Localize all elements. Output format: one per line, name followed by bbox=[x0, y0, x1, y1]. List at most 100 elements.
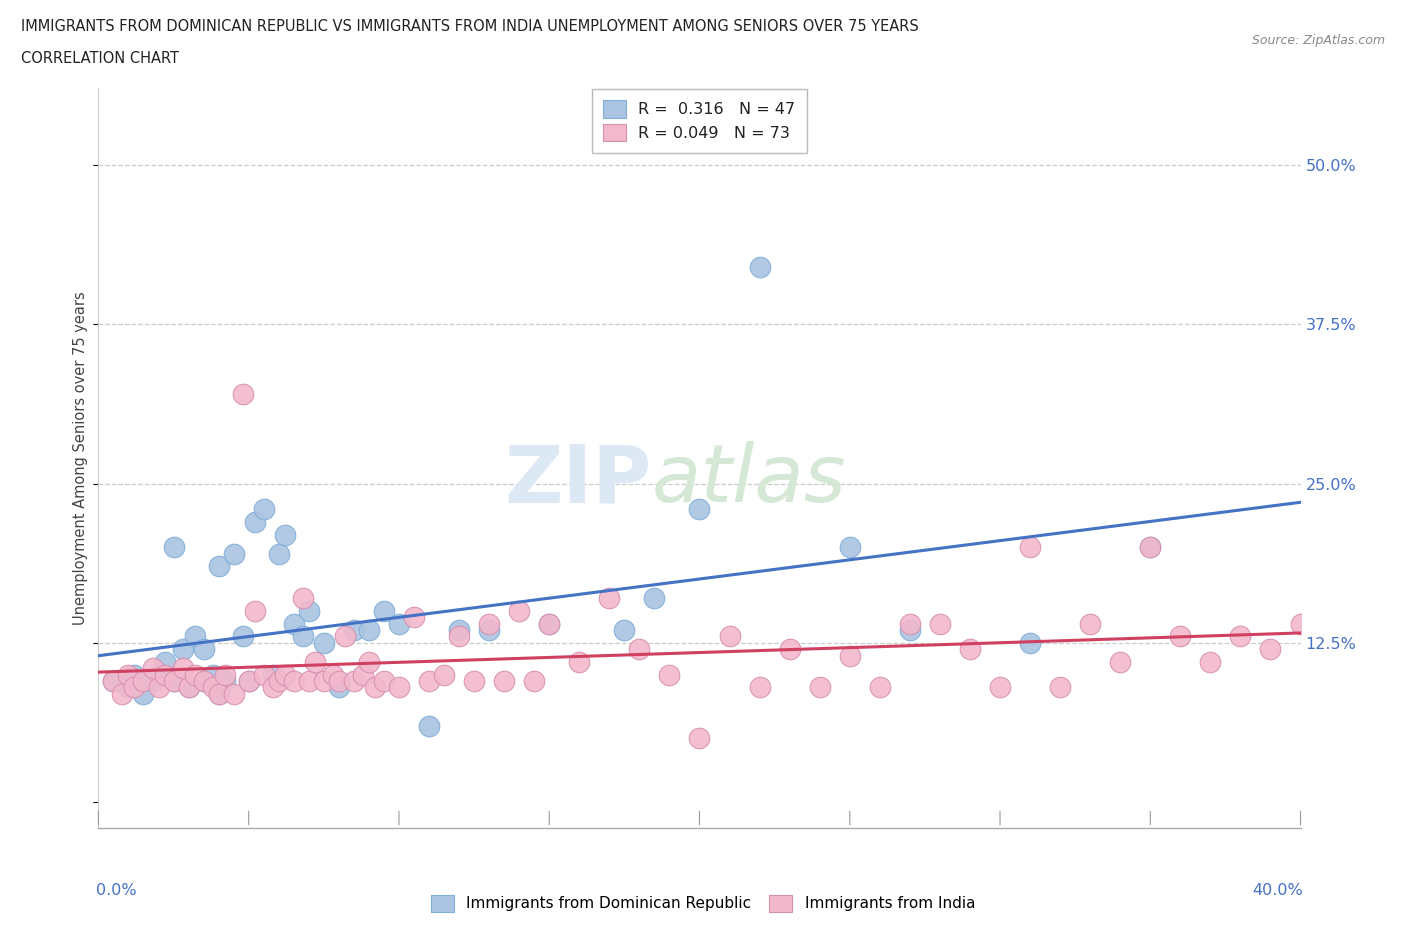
Point bbox=[162, 673, 184, 688]
Point bbox=[177, 680, 200, 695]
Point bbox=[253, 501, 276, 516]
Point bbox=[478, 623, 501, 638]
Point bbox=[357, 623, 380, 638]
Point bbox=[232, 629, 254, 644]
Point bbox=[298, 673, 321, 688]
Point bbox=[779, 642, 801, 657]
Point bbox=[478, 617, 501, 631]
Point bbox=[718, 629, 741, 644]
Point bbox=[538, 617, 561, 631]
Point bbox=[1049, 680, 1071, 695]
Point bbox=[343, 623, 366, 638]
Point bbox=[402, 610, 425, 625]
Point bbox=[322, 668, 344, 683]
Point bbox=[124, 680, 146, 695]
Point bbox=[433, 668, 456, 683]
Point bbox=[748, 680, 770, 695]
Point bbox=[232, 387, 254, 402]
Point bbox=[172, 661, 194, 676]
Point bbox=[373, 673, 395, 688]
Point bbox=[148, 680, 170, 695]
Point bbox=[748, 259, 770, 274]
Point bbox=[208, 559, 231, 574]
Point bbox=[628, 642, 651, 657]
Point bbox=[418, 673, 440, 688]
Point bbox=[304, 655, 326, 670]
Text: Source: ZipAtlas.com: Source: ZipAtlas.com bbox=[1251, 34, 1385, 47]
Point bbox=[238, 673, 260, 688]
Point bbox=[193, 642, 215, 657]
Point bbox=[208, 686, 231, 701]
Point bbox=[1019, 539, 1042, 554]
Legend: Immigrants from Dominican Republic, Immigrants from India: Immigrants from Dominican Republic, Immi… bbox=[425, 889, 981, 918]
Point bbox=[689, 501, 711, 516]
Text: ZIP: ZIP bbox=[505, 441, 651, 519]
Point bbox=[162, 539, 184, 554]
Point bbox=[929, 617, 952, 631]
Y-axis label: Unemployment Among Seniors over 75 years: Unemployment Among Seniors over 75 years bbox=[73, 291, 87, 625]
Point bbox=[568, 655, 591, 670]
Point bbox=[343, 673, 366, 688]
Point bbox=[523, 673, 546, 688]
Point bbox=[388, 680, 411, 695]
Point bbox=[1289, 617, 1312, 631]
Point bbox=[214, 673, 236, 688]
Text: CORRELATION CHART: CORRELATION CHART bbox=[21, 51, 179, 66]
Point bbox=[274, 668, 297, 683]
Point bbox=[193, 673, 215, 688]
Point bbox=[153, 668, 176, 683]
Point bbox=[222, 686, 245, 701]
Text: 0.0%: 0.0% bbox=[96, 884, 136, 898]
Point bbox=[447, 629, 470, 644]
Point bbox=[328, 680, 350, 695]
Point bbox=[291, 591, 314, 605]
Point bbox=[418, 718, 440, 733]
Point bbox=[124, 668, 146, 683]
Point bbox=[117, 668, 139, 683]
Point bbox=[291, 629, 314, 644]
Point bbox=[508, 604, 530, 618]
Point bbox=[808, 680, 831, 695]
Point bbox=[141, 673, 163, 688]
Point bbox=[1078, 617, 1101, 631]
Point bbox=[1260, 642, 1282, 657]
Point bbox=[838, 648, 860, 663]
Point bbox=[238, 673, 260, 688]
Point bbox=[373, 604, 395, 618]
Point bbox=[364, 680, 387, 695]
Point bbox=[208, 686, 231, 701]
Point bbox=[1139, 539, 1161, 554]
Point bbox=[267, 673, 290, 688]
Point bbox=[494, 673, 516, 688]
Point bbox=[312, 673, 335, 688]
Point bbox=[658, 668, 681, 683]
Point bbox=[103, 673, 125, 688]
Point bbox=[312, 635, 335, 650]
Point bbox=[613, 623, 636, 638]
Point bbox=[869, 680, 891, 695]
Point bbox=[201, 680, 224, 695]
Point bbox=[262, 680, 284, 695]
Point bbox=[283, 673, 305, 688]
Point bbox=[689, 731, 711, 746]
Point bbox=[148, 668, 170, 683]
Point bbox=[598, 591, 620, 605]
Point bbox=[172, 642, 194, 657]
Point bbox=[1109, 655, 1132, 670]
Text: 40.0%: 40.0% bbox=[1253, 884, 1303, 898]
Point bbox=[132, 686, 155, 701]
Point bbox=[267, 546, 290, 561]
Point bbox=[132, 673, 155, 688]
Point bbox=[111, 686, 134, 701]
Point bbox=[183, 668, 205, 683]
Point bbox=[162, 673, 184, 688]
Text: IMMIGRANTS FROM DOMINICAN REPUBLIC VS IMMIGRANTS FROM INDIA UNEMPLOYMENT AMONG S: IMMIGRANTS FROM DOMINICAN REPUBLIC VS IM… bbox=[21, 19, 920, 33]
Point bbox=[838, 539, 860, 554]
Point bbox=[352, 668, 374, 683]
Point bbox=[141, 661, 163, 676]
Point bbox=[243, 604, 266, 618]
Point bbox=[1170, 629, 1192, 644]
Point bbox=[183, 629, 205, 644]
Point bbox=[463, 673, 485, 688]
Legend: R =  0.316   N = 47, R = 0.049   N = 73: R = 0.316 N = 47, R = 0.049 N = 73 bbox=[592, 89, 807, 153]
